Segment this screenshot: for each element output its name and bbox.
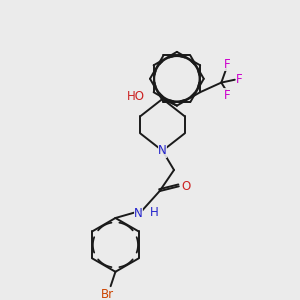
Text: F: F: [224, 88, 230, 102]
Text: HO: HO: [127, 91, 145, 103]
Text: N: N: [158, 144, 167, 157]
Text: F: F: [236, 73, 243, 86]
Text: Br: Br: [101, 288, 114, 300]
Text: N: N: [134, 207, 143, 220]
Text: H: H: [149, 206, 158, 219]
Text: F: F: [224, 58, 230, 71]
Text: O: O: [182, 180, 191, 193]
